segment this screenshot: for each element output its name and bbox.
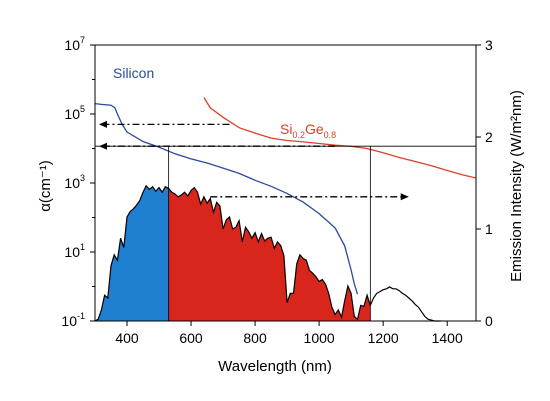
arrow-head-0: [99, 120, 107, 128]
series-lines: [94, 97, 477, 322]
left-tick-base-1: 10: [64, 244, 80, 260]
series-label-silicon: Silicon: [113, 65, 154, 81]
left-tick-label-1: 101: [64, 242, 85, 260]
x-tick-label-2: 800: [243, 330, 267, 346]
sige-label-si-sub: 0.2: [292, 130, 305, 140]
shaded-region-0: [95, 185, 169, 321]
x-axis-title: Wavelength (nm): [218, 358, 332, 375]
sige-label-ge-sub: 0.8: [324, 130, 337, 140]
arrow-head-2: [400, 193, 409, 201]
left-tick-exp-2: 3: [80, 173, 85, 183]
left-tick-base-2: 10: [64, 175, 80, 191]
right-tick-label-3: 3: [485, 37, 493, 53]
left-tick-exp-3: 5: [80, 104, 85, 114]
right-tick-label-1: 1: [485, 221, 493, 237]
left-tick-label-3: 105: [64, 104, 85, 122]
right-tick-label-2: 2: [485, 129, 493, 145]
shaded-regions: [95, 185, 371, 321]
left-tick-exp-4: 7: [80, 35, 85, 45]
x-axis-ticks: 400 600 800 1000 1200 1400: [115, 321, 463, 346]
right-tick-label-0: 0: [485, 313, 493, 329]
sige-label-ge: Ge: [305, 121, 324, 137]
x-tick-label-3: 1000: [304, 330, 335, 346]
arrow-head-1: [99, 142, 107, 150]
x-tick-label-1: 600: [179, 330, 203, 346]
sige-label-si: Si: [280, 121, 292, 137]
right-axis-title: Emission Intensity (W/m²nm): [508, 90, 525, 282]
left-tick-base-3: 10: [64, 106, 80, 122]
series-line-2: [94, 184, 441, 322]
left-tick-base-4: 10: [64, 37, 80, 53]
series-line-1: [203, 97, 477, 179]
arrows: [99, 120, 409, 201]
left-tick-label-2: 103: [64, 173, 85, 191]
series-line-0: [94, 102, 359, 295]
x-tick-label-0: 400: [115, 330, 139, 346]
series-label-sige: Si0.2Ge0.8: [280, 121, 336, 140]
right-axis-ticks: 0 1 2 3: [476, 37, 493, 329]
left-tick-label-0: 10-1: [61, 311, 85, 329]
left-tick-base-0: 10: [61, 313, 77, 329]
left-tick-label-4: 107: [64, 35, 85, 53]
x-tick-label-5: 1400: [432, 330, 463, 346]
left-axis-title: α(cm⁻¹): [37, 160, 54, 212]
x-tick-label-4: 1200: [368, 330, 399, 346]
shaded-region-1: [168, 187, 371, 321]
left-tick-exp-0: -1: [77, 311, 85, 321]
left-tick-exp-1: 1: [80, 242, 85, 252]
